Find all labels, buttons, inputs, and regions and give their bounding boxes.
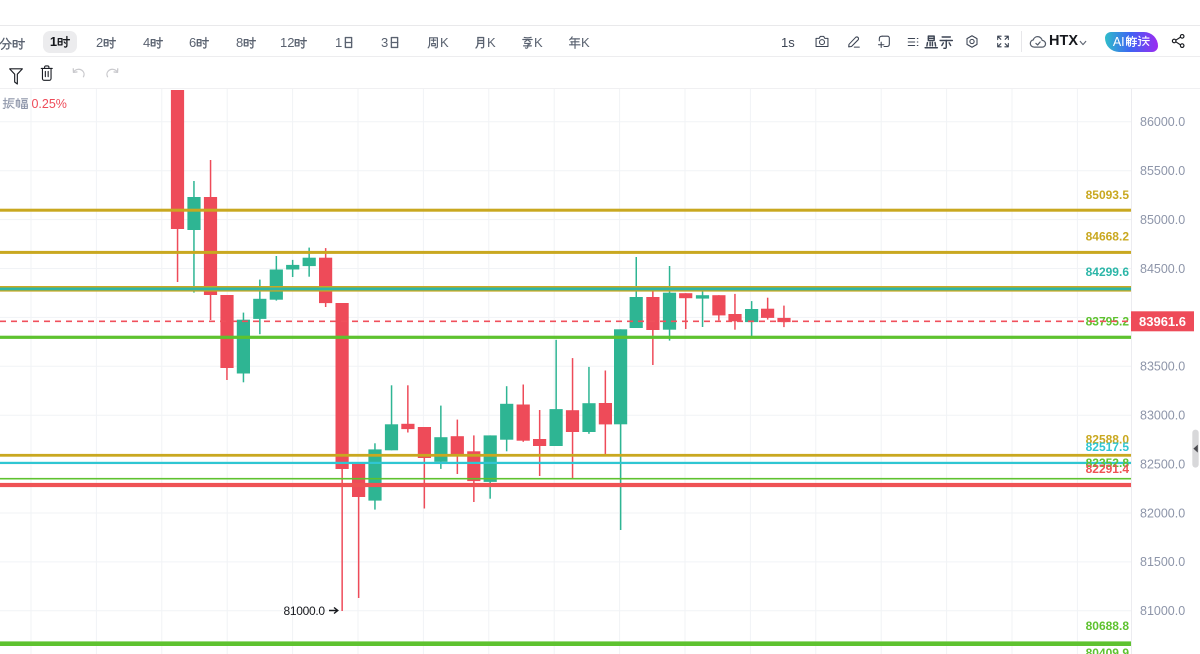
svg-text:85000.0: 85000.0 bbox=[1140, 213, 1185, 227]
svg-text:82588.0: 82588.0 bbox=[1086, 433, 1130, 447]
svg-text:84668.2: 84668.2 bbox=[1086, 230, 1130, 244]
svg-text:85500.0: 85500.0 bbox=[1140, 164, 1185, 178]
svg-text:82352.8: 82352.8 bbox=[1086, 456, 1130, 470]
svg-text:81000.0: 81000.0 bbox=[1140, 604, 1185, 618]
svg-text:81000.0: 81000.0 bbox=[284, 604, 326, 618]
svg-text:81500.0: 81500.0 bbox=[1140, 555, 1185, 569]
svg-text:80688.8: 80688.8 bbox=[1086, 619, 1130, 633]
svg-text:84500.0: 84500.0 bbox=[1140, 262, 1185, 276]
svg-text:82500.0: 82500.0 bbox=[1140, 457, 1185, 471]
svg-text:83500.0: 83500.0 bbox=[1140, 360, 1185, 374]
svg-text:84299.6: 84299.6 bbox=[1086, 265, 1130, 279]
svg-text:82000.0: 82000.0 bbox=[1140, 506, 1185, 520]
svg-text:83000.0: 83000.0 bbox=[1140, 409, 1185, 423]
svg-text:82291.4: 82291.4 bbox=[1086, 462, 1130, 476]
svg-text:86000.0: 86000.0 bbox=[1140, 115, 1185, 129]
svg-text:83795.2: 83795.2 bbox=[1086, 315, 1130, 329]
svg-text:85093.5: 85093.5 bbox=[1086, 188, 1130, 202]
svg-text:80409.9: 80409.9 bbox=[1086, 646, 1130, 654]
svg-text:83961.6: 83961.6 bbox=[1139, 314, 1186, 329]
svg-text:82517.5: 82517.5 bbox=[1086, 440, 1130, 454]
